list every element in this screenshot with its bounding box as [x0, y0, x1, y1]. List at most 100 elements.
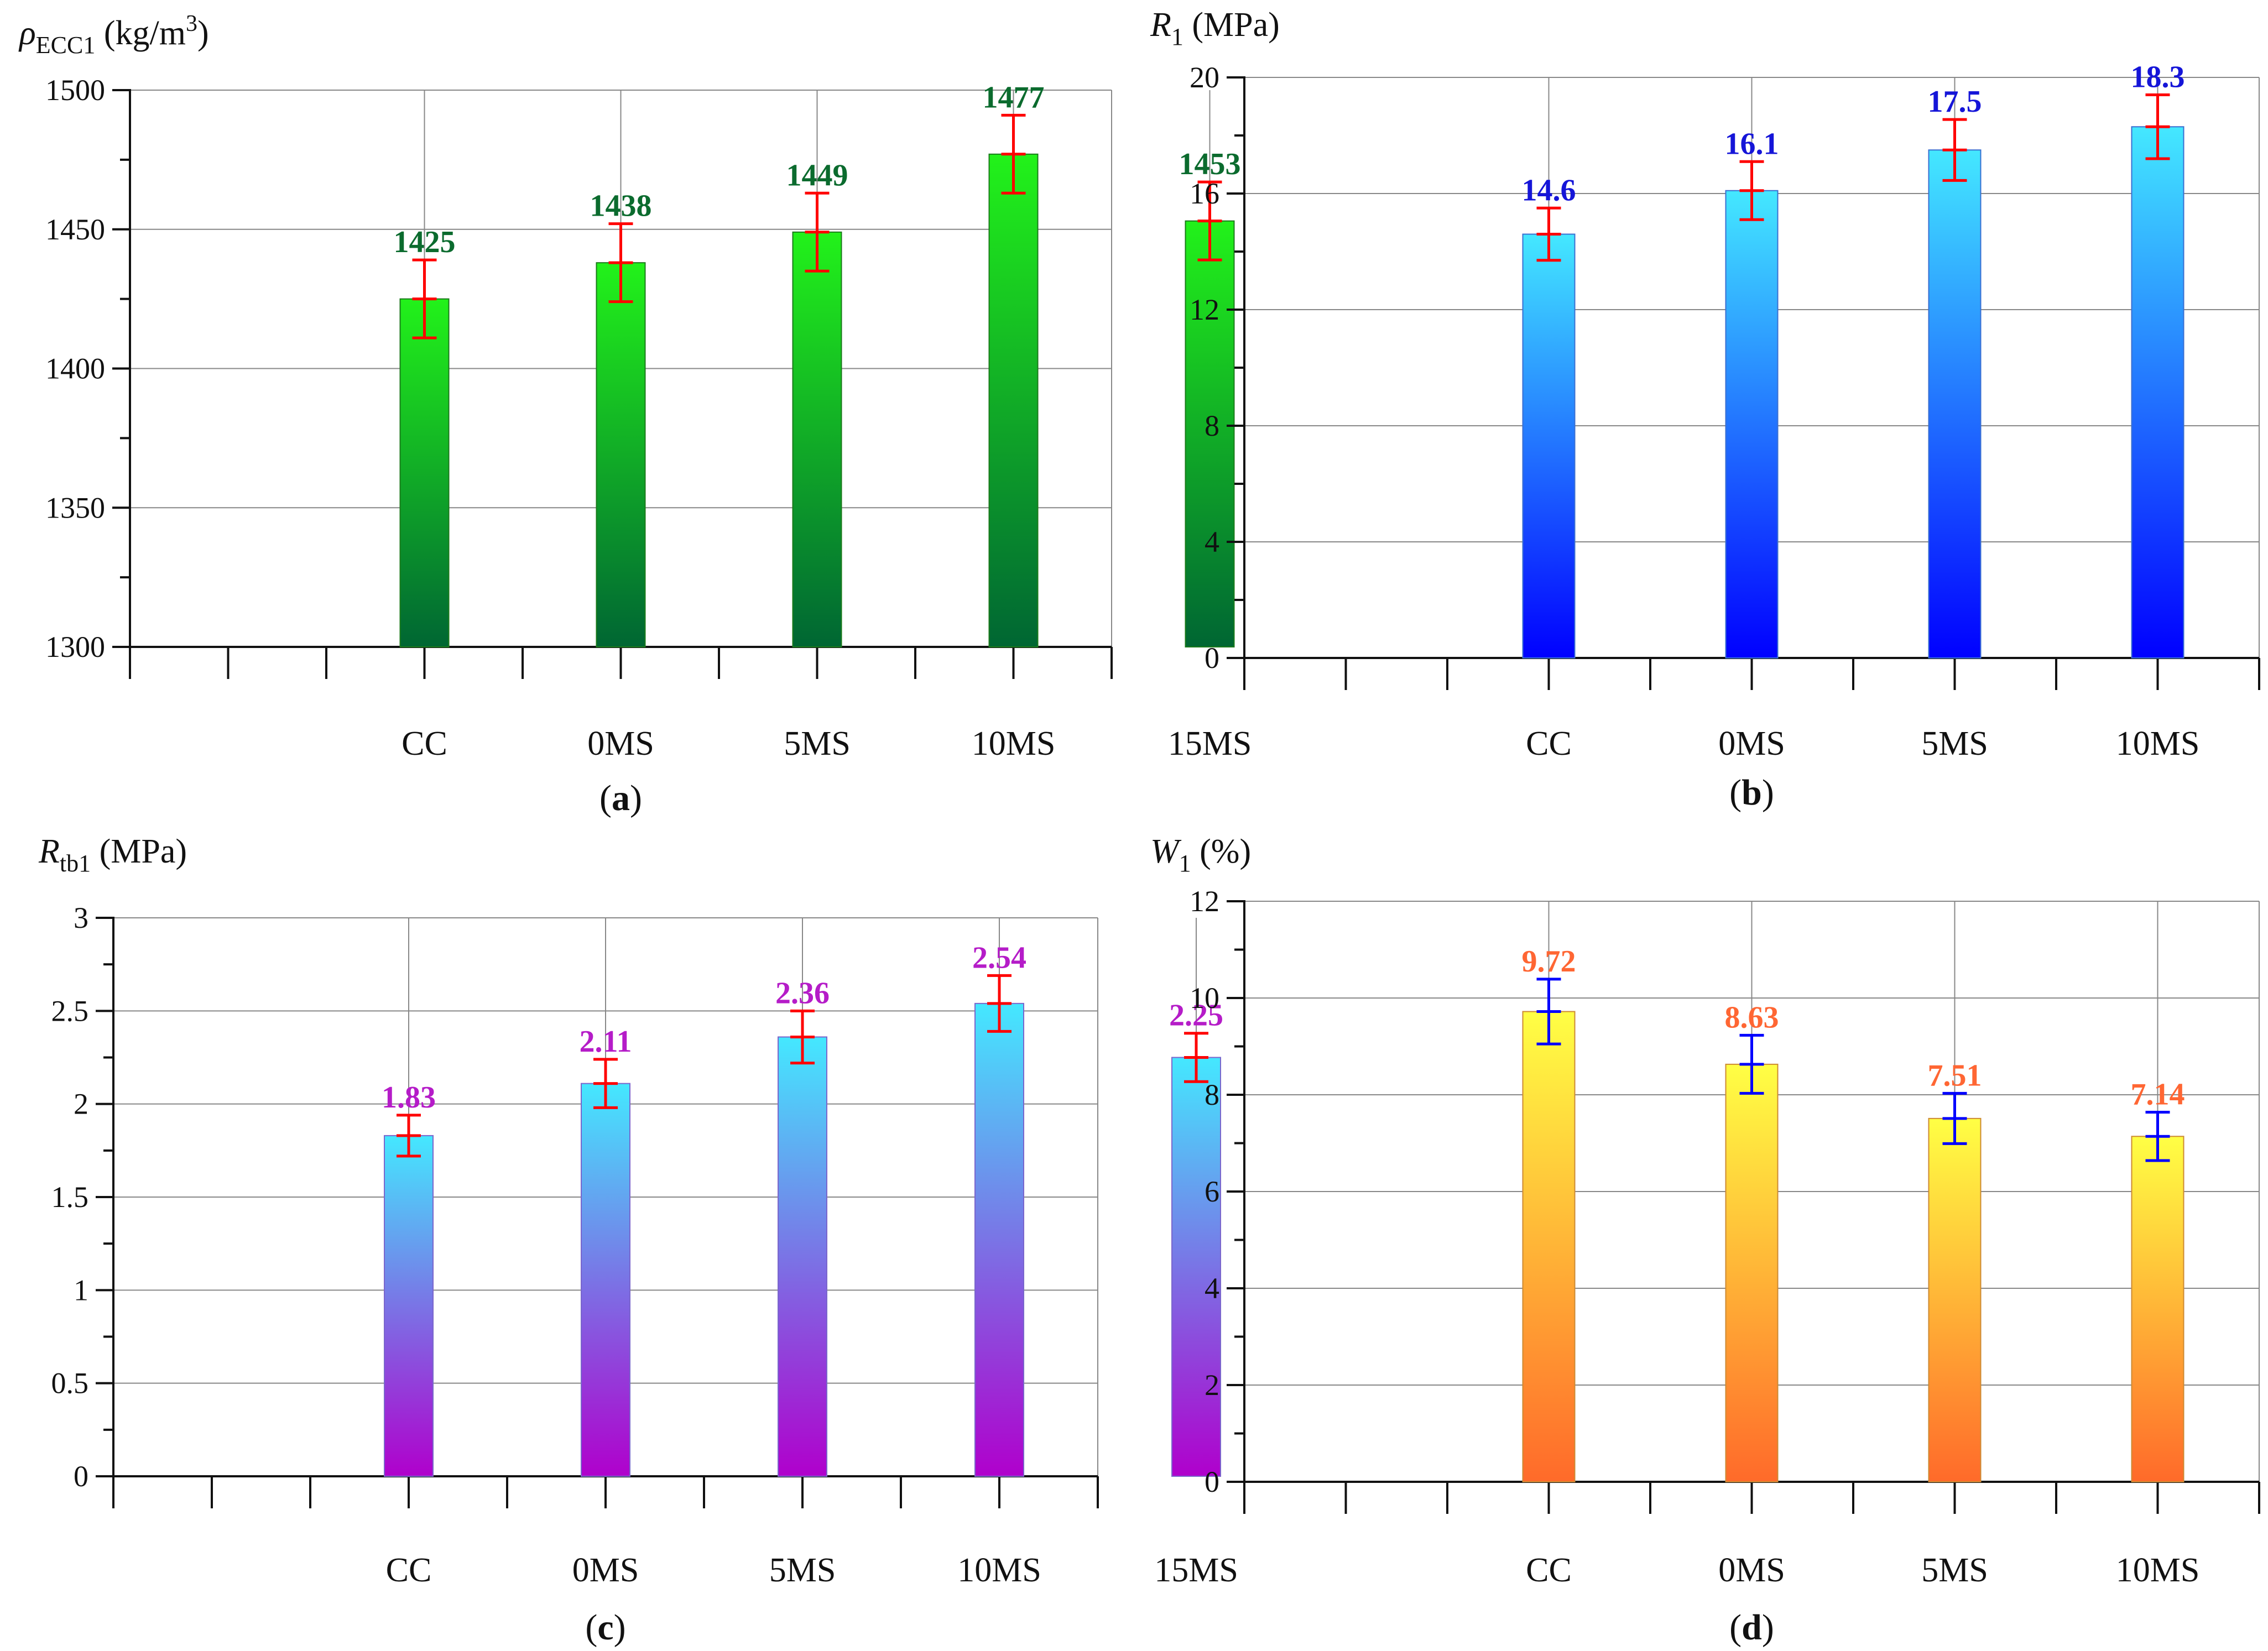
x-tick-label: 5MS	[769, 1551, 836, 1589]
error-bars	[1536, 93, 2170, 262]
bars	[399, 153, 1235, 648]
error-bar-CC	[1536, 978, 1561, 1046]
data-label-0MS: 1438	[590, 189, 652, 223]
bar-5MS	[1928, 1117, 1982, 1482]
x-axis: CC 0MS 5MS 10MS 15MS	[129, 646, 1252, 762]
y-axis-label: ρECC1 (kg/m3)	[18, 11, 209, 59]
y-tick-label: 4	[1205, 1272, 1219, 1305]
y-tick-label: 10	[1190, 981, 1219, 1015]
grid	[130, 90, 1211, 647]
y-tick-label: 16	[1190, 177, 1219, 210]
data-label-10MS: 1477	[983, 80, 1045, 114]
bar-5MS	[1928, 149, 1982, 659]
error-bar-0MS	[608, 222, 633, 304]
bar-10MS	[2131, 1136, 2184, 1482]
error-bar-5MS	[1942, 118, 1967, 182]
error-bar-CC	[397, 1114, 421, 1158]
value-labels: 14.616.117.518.317	[1522, 60, 2185, 208]
x-tick-label: 5MS	[1921, 1551, 1988, 1589]
error-bar-10MS	[2145, 93, 2170, 160]
error-bar-CC	[1536, 206, 1561, 262]
y-tick-label: 1	[74, 1273, 88, 1307]
y-tick-label: 20	[1190, 61, 1219, 94]
data-label-CC: 14.6	[1522, 173, 1576, 207]
data-label-CC: 1.83	[382, 1080, 436, 1115]
x-tick-label: 5MS	[784, 725, 851, 762]
data-label-10MS: 2.54	[972, 941, 1026, 975]
y-tick-label: 8	[1205, 1078, 1219, 1111]
bar-0MS	[1725, 190, 1779, 659]
chart-panel-c: 0 0.5 1 1.5 2 2.5 3 CC 0MS 5MS 10MS 15MS 1.83 2.11 2.3…	[38, 833, 1238, 1648]
x-tick-label: 0MS	[572, 1551, 639, 1589]
grid	[113, 917, 1197, 1476]
error-bars	[1536, 978, 2170, 1162]
chart-panel-d: 0 2 4 6 8 10 12 CC 0MS 5MS 10MS 15MS 9.72 8.63 7.51 7.1…	[1150, 833, 2260, 1648]
x-tick-label: CC	[1526, 1551, 1572, 1589]
bar-CC	[1522, 1011, 1576, 1482]
y-axis: 1300 1350 1400 1450 1500	[45, 74, 131, 663]
panel-label-a: (a)	[599, 778, 642, 818]
bar-0MS	[1725, 1063, 1779, 1482]
bar-CC	[399, 298, 450, 647]
data-label-15MS: 2.25	[1169, 999, 1223, 1033]
bar-0MS	[581, 1083, 630, 1477]
error-bar-5MS	[790, 1009, 815, 1065]
data-label-5MS: 2.36	[775, 976, 830, 1010]
error-bar-0MS	[1739, 160, 1764, 221]
data-label-0MS: 2.11	[580, 1025, 632, 1059]
x-tick-label: 10MS	[972, 725, 1056, 762]
error-bars	[397, 974, 1208, 1158]
data-label-10MS: 18.3	[2131, 60, 2185, 95]
error-bar-5MS	[805, 191, 830, 273]
error-bar-10MS	[987, 974, 1012, 1033]
x-tick-label: CC	[402, 725, 447, 762]
y-tick-label: 1.5	[51, 1180, 89, 1214]
x-tick-label: 0MS	[587, 725, 654, 762]
bars	[1522, 1011, 2184, 1482]
x-tick-label: CC	[1526, 725, 1572, 762]
error-bar-CC	[412, 258, 437, 339]
bar-10MS	[988, 153, 1039, 647]
y-tick-label: 2	[74, 1088, 88, 1121]
chart-panel-a: 1300 1350 1400 1450 1500 CC 0MS 5MS 10MS 15MS 1425…	[18, 11, 1252, 818]
data-label-15MS: 1453	[1179, 147, 1241, 181]
data-label-5MS: 1449	[786, 158, 848, 192]
error-bar-5MS	[1942, 1091, 1967, 1145]
y-axis-label: R1 (MPa)	[1150, 6, 1280, 50]
y-tick-label: 12	[1190, 293, 1219, 326]
error-bar-0MS	[1739, 1033, 1764, 1095]
y-axis: 0 4 8 12 16 20	[1190, 61, 1245, 675]
bar-5MS	[792, 231, 842, 648]
y-tick-label: 1350	[45, 491, 105, 524]
x-tick-label: CC	[386, 1551, 432, 1589]
bar-15MS	[1171, 1057, 1221, 1477]
y-tick-label: 2.5	[51, 994, 89, 1027]
bar-10MS	[2131, 126, 2184, 659]
value-labels: 1425 1438 1449 1477 1453	[394, 80, 1241, 259]
bars	[384, 1002, 1221, 1477]
error-bars	[412, 113, 1222, 339]
y-tick-label: 1450	[45, 213, 105, 246]
bar-0MS	[596, 262, 646, 648]
y-tick-label: 0	[74, 1460, 88, 1493]
y-tick-label: 6	[1205, 1175, 1219, 1208]
x-tick-label: 0MS	[1718, 1551, 1785, 1589]
y-tick-label: 3	[74, 901, 88, 934]
y-tick-label: 0	[1205, 641, 1219, 675]
data-label-10MS: 7.14	[2131, 1078, 2185, 1112]
bar-CC	[1522, 233, 1576, 659]
y-tick-label: 0	[1205, 1465, 1219, 1498]
y-tick-label: 2	[1205, 1368, 1219, 1402]
error-bar-0MS	[593, 1058, 618, 1109]
x-tick-label: 10MS	[957, 1551, 1041, 1589]
panel-label-b: (b)	[1729, 772, 1774, 813]
y-tick-label: 4	[1205, 525, 1219, 558]
data-label-5MS: 7.51	[1928, 1058, 1982, 1093]
value-labels: 1.83 2.11 2.36 2.54 2.25	[382, 941, 1223, 1115]
y-axis: 0 2 4 6 8 10 12	[1190, 885, 1245, 1498]
error-bar-15MS	[1197, 180, 1222, 262]
x-tick-label: 15MS	[1168, 725, 1252, 762]
y-tick-label: 1300	[45, 630, 105, 663]
